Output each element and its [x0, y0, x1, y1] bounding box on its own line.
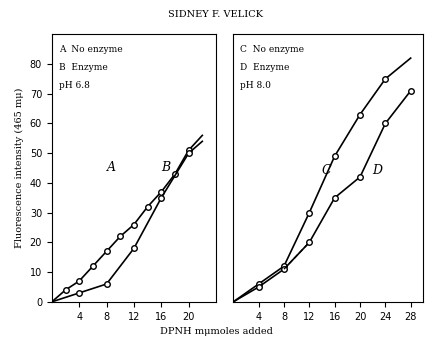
Text: D  Enzyme: D Enzyme [240, 63, 289, 72]
Text: pH 6.8: pH 6.8 [59, 81, 89, 90]
Text: B: B [161, 161, 170, 174]
Text: A: A [107, 161, 116, 174]
Text: SIDNEY F. VELICK: SIDNEY F. VELICK [168, 10, 264, 19]
Text: B  Enzyme: B Enzyme [59, 63, 108, 72]
Text: C  No enzyme: C No enzyme [240, 45, 304, 54]
Y-axis label: Fluorescence intensity (465 mμ): Fluorescence intensity (465 mμ) [15, 88, 24, 248]
Text: D: D [373, 164, 383, 177]
Text: pH 8.0: pH 8.0 [240, 81, 270, 90]
Text: DPNH mμmoles added: DPNH mμmoles added [159, 327, 273, 336]
Text: A  No enzyme: A No enzyme [59, 45, 122, 54]
Text: C: C [322, 164, 332, 177]
